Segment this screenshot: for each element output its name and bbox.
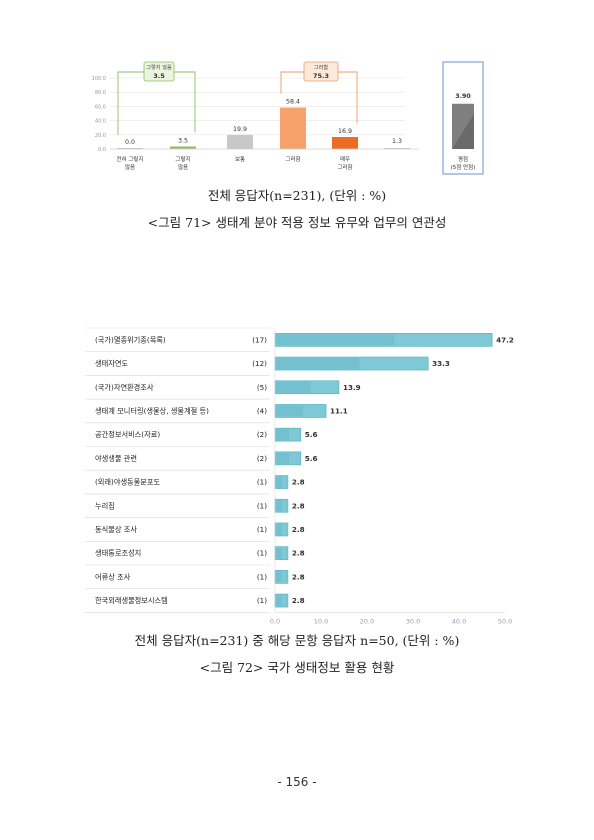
category-label: 한국외래생물정보시스템 bbox=[95, 596, 168, 605]
respondent-count: (12) bbox=[252, 359, 267, 368]
bar-shade bbox=[275, 405, 304, 417]
bar-value-label: 0.0 bbox=[125, 139, 135, 146]
x-category-label: 않음 bbox=[178, 163, 188, 171]
page-number: - 156 - bbox=[277, 775, 317, 789]
x-category-label: 않음 bbox=[125, 163, 135, 171]
respondent-count: (2) bbox=[257, 454, 267, 463]
bar-shade bbox=[275, 500, 283, 512]
group-value: 75.3 bbox=[313, 72, 329, 80]
figure-71-caption: <그림 71> 생태계 분야 적용 정보 유무와 업무의 연관성 bbox=[147, 215, 447, 230]
x-tick-label: 20.0 bbox=[360, 617, 374, 624]
group-value: 3.5 bbox=[153, 72, 165, 80]
bar-shade bbox=[275, 334, 395, 346]
y-tick-label: 100.0 bbox=[92, 76, 106, 82]
bar-value-label: 47.2 bbox=[496, 335, 514, 344]
mean-bar-shade bbox=[452, 113, 474, 149]
respondent-count: (1) bbox=[257, 478, 267, 487]
x-tick-label: 50.0 bbox=[498, 617, 512, 624]
y-tick-label: 80.0 bbox=[95, 90, 106, 96]
x-category-label: 매우 bbox=[340, 155, 350, 163]
category-label: 어류상 조사 bbox=[95, 572, 131, 581]
bar-value-label: 11.1 bbox=[330, 406, 348, 415]
respondent-count: (1) bbox=[257, 549, 267, 558]
bar-shade bbox=[275, 547, 283, 559]
respondent-count: (4) bbox=[257, 406, 267, 415]
category-label: 생태계 모니터링(생물상, 생물계절 등) bbox=[95, 406, 209, 415]
bar-shade bbox=[275, 381, 311, 393]
bar-value-label: 19.9 bbox=[233, 126, 247, 133]
y-tick-label: 0.0 bbox=[98, 147, 106, 153]
bar-value-label: 13.9 bbox=[343, 383, 361, 392]
bar-value-label: 3.5 bbox=[178, 138, 188, 145]
x-category-label: 그렇지 bbox=[175, 155, 190, 163]
bar-shade bbox=[275, 476, 283, 488]
x-category-label: 그러함 bbox=[337, 163, 352, 171]
group-label: 그러함 bbox=[314, 63, 329, 71]
category-label: 누리집 bbox=[95, 501, 115, 510]
bar-value-label: 2.8 bbox=[292, 501, 305, 510]
x-category-label: 전혀 그렇지 bbox=[116, 155, 143, 163]
bar-value-label: 33.3 bbox=[432, 359, 450, 368]
mean-label: (5점 만점) bbox=[451, 163, 476, 171]
bar bbox=[332, 137, 358, 149]
bar bbox=[384, 148, 410, 149]
mean-label: 평점 bbox=[458, 156, 468, 163]
bar-value-label: 58.4 bbox=[286, 99, 300, 106]
bar-shade bbox=[275, 358, 360, 370]
group-label-box bbox=[303, 61, 339, 82]
respondent-count: (5) bbox=[257, 383, 267, 392]
bar bbox=[227, 134, 253, 149]
y-tick-label: 40.0 bbox=[95, 119, 106, 125]
y-tick-label: 20.0 bbox=[95, 133, 106, 139]
category-label: 공간정보서비스(자료) bbox=[95, 430, 160, 439]
group-label-box bbox=[143, 61, 175, 82]
bar-shade bbox=[275, 595, 283, 607]
bar-value-label: 2.8 bbox=[292, 525, 305, 534]
x-tick-label: 0.0 bbox=[270, 617, 280, 624]
y-tick-label: 60.0 bbox=[95, 104, 106, 110]
group-label: 그렇지 않음 bbox=[146, 63, 172, 71]
x-tick-label: 40.0 bbox=[452, 617, 466, 624]
category-label: 야생생물 관련 bbox=[95, 454, 137, 463]
bar-value-label: 16.9 bbox=[338, 128, 352, 135]
bar-shade bbox=[275, 452, 290, 464]
category-label: (국가)자연환경조사 bbox=[95, 383, 154, 392]
x-category-label: 그러함 bbox=[285, 155, 300, 163]
figure-72-source: 전체 응답자(n=231) 중 해당 문항 응답자 n=50, (단위 : %) bbox=[134, 633, 460, 648]
bar-shade bbox=[275, 523, 283, 535]
bar-value-label: 1.3 bbox=[392, 138, 402, 145]
bar-value-label: 2.8 bbox=[292, 596, 305, 605]
figure-72-chart: (국가)멸종위기종(목록) (17) 47.2 생태자연도 (12) 33.3 (국가)자연… bbox=[85, 327, 514, 624]
bar bbox=[280, 107, 306, 149]
bar-value-label: 5.6 bbox=[305, 454, 318, 463]
respondent-count: (2) bbox=[257, 430, 267, 439]
bar-shade bbox=[275, 571, 283, 583]
bar-value-label: 5.6 bbox=[305, 430, 318, 439]
mean-value-label: 3.90 bbox=[455, 93, 471, 100]
x-tick-label: 10.0 bbox=[314, 617, 328, 624]
bar-value-label: 2.8 bbox=[292, 478, 305, 487]
category-label: (국가)멸종위기종(목록) bbox=[95, 335, 166, 344]
respondent-count: (1) bbox=[257, 525, 267, 534]
bar-value-label: 2.8 bbox=[292, 572, 305, 581]
respondent-count: (1) bbox=[257, 572, 267, 581]
figure-72-caption: <그림 72> 국가 생태정보 활용 현황 bbox=[199, 660, 395, 675]
bar bbox=[117, 148, 143, 149]
figure-71-source: 전체 응답자(n=231), (단위 : %) bbox=[207, 188, 387, 203]
category-label: 생태통로조성지 bbox=[95, 549, 141, 558]
x-tick-label: 30.0 bbox=[406, 617, 420, 624]
category-label: 생태자연도 bbox=[95, 359, 128, 368]
respondent-count: (17) bbox=[252, 335, 267, 344]
bar-shade bbox=[275, 429, 290, 441]
group-bracket bbox=[117, 71, 196, 135]
x-category-label: 보통 bbox=[235, 156, 245, 163]
respondent-count: (1) bbox=[257, 596, 267, 605]
category-label: (외래)야생동물분포도 bbox=[95, 478, 161, 487]
category-label: 동식물상 조사 bbox=[95, 525, 137, 534]
bar bbox=[170, 146, 196, 149]
respondent-count: (1) bbox=[257, 501, 267, 510]
bar-value-label: 2.8 bbox=[292, 549, 305, 558]
